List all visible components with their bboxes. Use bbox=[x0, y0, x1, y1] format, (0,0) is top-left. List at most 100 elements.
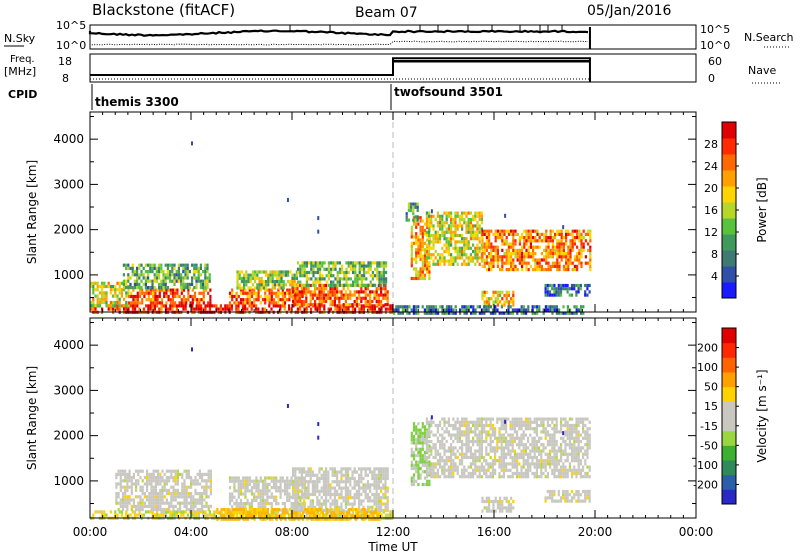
data-cell bbox=[180, 273, 183, 277]
data-cell bbox=[476, 221, 479, 225]
data-cell bbox=[136, 286, 139, 290]
data-cell bbox=[310, 261, 313, 265]
data-cell bbox=[456, 439, 459, 444]
data-cell bbox=[116, 297, 119, 301]
data-cell bbox=[337, 517, 340, 521]
data-cell bbox=[488, 245, 491, 249]
data-cell bbox=[266, 298, 269, 302]
data-cell bbox=[96, 288, 99, 292]
data-cell bbox=[202, 270, 205, 274]
data-cell bbox=[309, 480, 312, 484]
data-cell bbox=[428, 427, 431, 431]
data-cell bbox=[575, 305, 578, 309]
data-cell bbox=[174, 504, 177, 508]
data-cell bbox=[454, 423, 457, 428]
data-cell bbox=[476, 227, 479, 231]
data-cell bbox=[452, 465, 455, 469]
data-cell bbox=[545, 255, 548, 259]
data-cell bbox=[428, 454, 431, 458]
data-cell bbox=[257, 505, 260, 509]
data-cell bbox=[571, 311, 574, 315]
data-cell bbox=[119, 488, 122, 492]
data-cell bbox=[305, 290, 308, 294]
data-cell bbox=[201, 501, 204, 505]
data-cell bbox=[481, 311, 484, 315]
data-cell bbox=[354, 270, 357, 275]
data-cell bbox=[315, 514, 318, 518]
data-cell bbox=[441, 459, 444, 463]
data-cell bbox=[525, 308, 528, 312]
data-cell bbox=[342, 287, 345, 291]
data-cell bbox=[580, 261, 583, 265]
data-cell bbox=[505, 229, 508, 233]
data-cell bbox=[518, 248, 521, 252]
data-cell bbox=[467, 227, 470, 231]
data-cell bbox=[179, 504, 182, 508]
data-cell bbox=[195, 286, 198, 290]
data-cell bbox=[152, 291, 155, 295]
data-cell bbox=[389, 307, 392, 311]
data-cell bbox=[441, 214, 444, 218]
data-cell bbox=[303, 470, 306, 474]
data-cell bbox=[292, 467, 295, 471]
data-cell bbox=[266, 498, 269, 502]
data-cell bbox=[430, 465, 433, 469]
data-cell bbox=[131, 307, 134, 311]
data-cell bbox=[342, 486, 345, 490]
data-cell bbox=[382, 470, 385, 474]
data-cell bbox=[286, 489, 289, 493]
data-cell bbox=[144, 270, 147, 274]
data-cell bbox=[138, 294, 142, 299]
data-cell bbox=[176, 495, 179, 499]
data-cell bbox=[529, 229, 532, 233]
data-cell bbox=[183, 495, 186, 499]
data-cell bbox=[281, 294, 284, 299]
data-cell bbox=[432, 433, 435, 437]
data-cell bbox=[176, 476, 179, 480]
data-cell bbox=[137, 479, 140, 483]
data-cell bbox=[101, 288, 104, 292]
data-cell bbox=[185, 495, 188, 499]
data-cell bbox=[101, 300, 104, 305]
data-cell bbox=[430, 452, 433, 456]
data-cell bbox=[425, 465, 428, 469]
data-cell bbox=[410, 232, 413, 236]
data-cell bbox=[417, 238, 420, 242]
data-cell bbox=[347, 261, 350, 265]
data-cell bbox=[256, 273, 259, 277]
data-cell bbox=[205, 482, 208, 486]
data-cell bbox=[432, 420, 435, 424]
data-cell bbox=[363, 270, 366, 275]
data-cell bbox=[527, 232, 530, 236]
data-cell bbox=[436, 262, 439, 266]
data-cell bbox=[432, 468, 435, 472]
data-cell bbox=[376, 517, 379, 521]
data-cell bbox=[130, 476, 133, 480]
data-cell bbox=[505, 258, 508, 262]
data-cell bbox=[499, 268, 502, 272]
data-cell bbox=[523, 245, 526, 249]
data-cell bbox=[174, 294, 177, 299]
data-cell bbox=[354, 517, 357, 521]
data-cell bbox=[589, 255, 592, 259]
data-cell bbox=[380, 502, 383, 506]
data-cell bbox=[311, 296, 314, 300]
data-cell bbox=[233, 301, 236, 305]
data-cell bbox=[298, 296, 301, 300]
data-cell bbox=[549, 264, 552, 268]
data-cell bbox=[255, 304, 258, 308]
data-cell bbox=[331, 287, 334, 291]
data-cell bbox=[373, 293, 376, 297]
data-cell bbox=[380, 293, 383, 297]
data-cell bbox=[130, 498, 133, 502]
data-cell bbox=[355, 296, 358, 300]
data-cell bbox=[447, 246, 450, 250]
data-cell bbox=[360, 476, 363, 481]
data-cell bbox=[314, 290, 317, 294]
data-cell bbox=[242, 288, 245, 292]
data-cell bbox=[338, 299, 341, 304]
data-cell bbox=[247, 273, 250, 277]
data-cell bbox=[467, 446, 470, 450]
data-cell bbox=[148, 504, 151, 508]
data-cell bbox=[288, 482, 291, 486]
